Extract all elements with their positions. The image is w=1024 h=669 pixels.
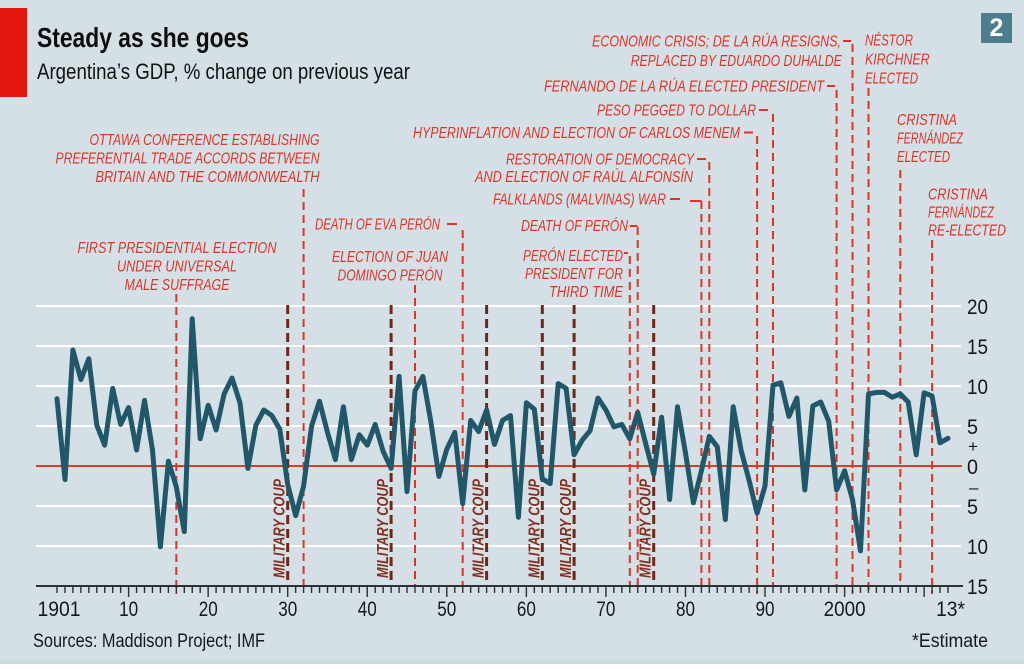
svg-text:0: 0 <box>967 456 978 479</box>
svg-text:Steady as she goes: Steady as she goes <box>37 22 249 53</box>
svg-text:REPLACED BY EDUARDO DUHALDE: REPLACED BY EDUARDO DUHALDE <box>631 53 842 70</box>
svg-text:RE-ELECTED: RE-ELECTED <box>928 223 1006 240</box>
svg-text:DEATH OF PERÓN: DEATH OF PERÓN <box>521 216 628 235</box>
svg-text:ELECTED: ELECTED <box>897 149 950 166</box>
svg-text:PESO PEGGED TO DOLLAR: PESO PEGGED TO DOLLAR <box>597 103 756 120</box>
svg-text:80: 80 <box>676 598 695 621</box>
svg-text:1901: 1901 <box>38 598 81 621</box>
svg-text:FALKLANDS (MALVINAS) WAR: FALKLANDS (MALVINAS) WAR <box>493 192 666 209</box>
svg-text:MILITARY COUP: MILITARY COUP <box>471 479 488 578</box>
svg-text:*Estimate: *Estimate <box>912 631 988 652</box>
svg-text:ECONOMIC CRISIS; DE LA RÚA RES: ECONOMIC CRISIS; DE LA RÚA RESIGNS, <box>592 32 841 51</box>
svg-text:OTTAWA CONFERENCE ESTABLISHING: OTTAWA CONFERENCE ESTABLISHING <box>90 132 320 149</box>
svg-text:10: 10 <box>967 536 988 559</box>
svg-text:PREFERENTIAL TRADE ACCORDS BET: PREFERENTIAL TRADE ACCORDS BETWEEN <box>56 151 320 168</box>
svg-text:MALE SUFFRAGE: MALE SUFFRAGE <box>125 277 230 294</box>
svg-text:MILITARY COUP: MILITARY COUP <box>558 479 575 578</box>
svg-text:90: 90 <box>756 598 775 621</box>
svg-text:ELECTION OF JUAN: ELECTION OF JUAN <box>332 249 448 266</box>
svg-text:RESTORATION OF DEMOCRACY: RESTORATION OF DEMOCRACY <box>506 152 695 169</box>
svg-text:MILITARY COUP: MILITARY COUP <box>526 479 543 578</box>
svg-text:BRITAIN AND THE COMMONWEALTH: BRITAIN AND THE COMMONWEALTH <box>96 169 320 186</box>
svg-text:5: 5 <box>967 416 978 439</box>
svg-text:THIRD TIME: THIRD TIME <box>549 284 623 301</box>
svg-text:PERÓN ELECTED: PERÓN ELECTED <box>523 246 623 265</box>
svg-text:10: 10 <box>119 598 138 621</box>
svg-text:15: 15 <box>967 576 988 599</box>
svg-text:FERNÁNDEZ: FERNÁNDEZ <box>897 129 964 148</box>
svg-text:CRISTINA: CRISTINA <box>928 187 988 204</box>
svg-text:13*: 13* <box>936 598 965 621</box>
svg-text:MILITARY COUP: MILITARY COUP <box>375 479 392 578</box>
svg-text:20: 20 <box>967 296 988 319</box>
svg-text:CRISTINA: CRISTINA <box>897 112 957 129</box>
svg-text:MILITARY COUP: MILITARY COUP <box>272 479 289 578</box>
svg-text:AND ELECTION OF RAÚL ALFONSÍN: AND ELECTION OF RAÚL ALFONSÍN <box>474 167 693 186</box>
svg-text:FIRST PRESIDENTIAL ELECTION: FIRST PRESIDENTIAL ELECTION <box>78 240 277 257</box>
svg-text:–: – <box>969 478 979 497</box>
svg-text:20: 20 <box>199 598 218 621</box>
svg-text:FERNANDO DE LA RÚA ELECTED PRE: FERNANDO DE LA RÚA ELECTED PRESIDENT <box>544 77 825 96</box>
svg-text:60: 60 <box>517 598 536 621</box>
svg-text:Argentina’s GDP, % change on p: Argentina’s GDP, % change on previous ye… <box>37 59 410 84</box>
svg-text:+: + <box>968 437 978 456</box>
svg-text:Sources: Maddison Project; IMF: Sources: Maddison Project; IMF <box>33 631 265 652</box>
svg-text:ELECTED: ELECTED <box>865 71 918 88</box>
svg-text:70: 70 <box>596 598 615 621</box>
svg-text:10: 10 <box>967 376 988 399</box>
svg-text:KIRCHNER: KIRCHNER <box>865 52 930 69</box>
svg-text:30: 30 <box>278 598 297 621</box>
svg-text:MILITARY COUP: MILITARY COUP <box>638 479 655 578</box>
svg-text:DEATH OF EVA PERÓN: DEATH OF EVA PERÓN <box>315 215 440 234</box>
svg-text:FERNÁNDEZ: FERNÁNDEZ <box>928 203 995 222</box>
svg-text:DOMINGO PERÓN: DOMINGO PERÓN <box>338 266 443 285</box>
svg-text:HYPERINFLATION AND ELECTION OF: HYPERINFLATION AND ELECTION OF CARLOS ME… <box>413 125 741 142</box>
svg-text:PRESIDENT FOR: PRESIDENT FOR <box>525 266 623 283</box>
svg-text:15: 15 <box>967 336 988 359</box>
svg-text:UNDER UNIVERSAL: UNDER UNIVERSAL <box>117 259 237 276</box>
svg-text:2: 2 <box>990 14 1004 42</box>
svg-text:NÉSTOR: NÉSTOR <box>865 31 913 50</box>
svg-text:40: 40 <box>358 598 377 621</box>
svg-text:5: 5 <box>967 496 978 519</box>
svg-text:2000: 2000 <box>824 598 866 621</box>
svg-text:50: 50 <box>437 598 456 621</box>
